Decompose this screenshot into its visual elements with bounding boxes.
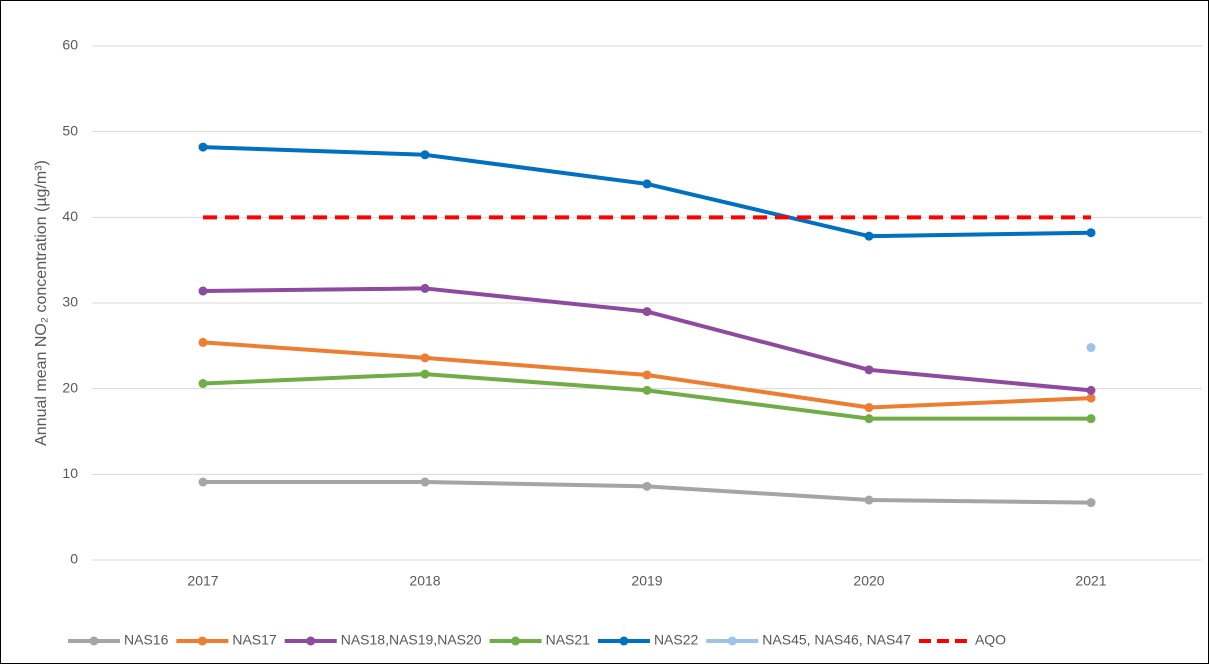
data-point <box>864 403 874 413</box>
data-point <box>198 379 208 389</box>
data-point <box>198 142 208 152</box>
y-tick-label: 20 <box>62 379 78 395</box>
y-tick-label: 60 <box>62 37 78 53</box>
x-tick-label: 2017 <box>187 573 218 589</box>
y-tick-label: 10 <box>62 465 78 481</box>
data-point <box>642 370 652 380</box>
legend-label: NAS21 <box>546 632 591 648</box>
data-point <box>198 337 208 347</box>
legend-label: NAS16 <box>124 632 169 648</box>
data-point <box>420 477 430 487</box>
legend-marker <box>727 636 737 646</box>
legend-marker <box>619 636 629 646</box>
y-tick-label: 0 <box>70 551 78 567</box>
data-point <box>420 150 430 160</box>
data-point <box>642 179 652 189</box>
data-point <box>1086 414 1096 424</box>
data-point <box>864 231 874 241</box>
data-point <box>642 307 652 317</box>
data-point <box>1086 498 1096 508</box>
y-tick-label: 40 <box>62 208 78 224</box>
data-point <box>642 481 652 491</box>
x-tick-label: 2018 <box>409 573 440 589</box>
data-point <box>420 353 430 363</box>
data-point <box>642 385 652 395</box>
data-point <box>1086 393 1096 403</box>
y-axis-label: Annual mean NO₂ concentration (µg/m³) <box>33 160 50 446</box>
legend-label: NAS22 <box>654 632 699 648</box>
data-point <box>1086 385 1096 395</box>
data-point <box>198 286 208 296</box>
data-point <box>420 369 430 379</box>
legend-marker <box>511 636 521 646</box>
legend-marker <box>306 636 316 646</box>
data-point <box>864 365 874 375</box>
legend-marker <box>89 636 99 646</box>
legend-label: AQO <box>975 632 1006 648</box>
data-point <box>864 495 874 505</box>
legend-marker <box>197 636 207 646</box>
x-tick-label: 2019 <box>631 573 662 589</box>
data-point <box>198 477 208 487</box>
y-tick-label: 30 <box>62 294 78 310</box>
legend-label: NAS17 <box>232 632 277 648</box>
y-tick-label: 50 <box>62 122 78 138</box>
data-point <box>1086 228 1096 238</box>
legend-label: NAS18,NAS19,NAS20 <box>341 632 482 648</box>
legend-label: NAS45, NAS46, NAS47 <box>762 632 911 648</box>
data-point <box>864 414 874 424</box>
x-tick-label: 2020 <box>853 573 884 589</box>
data-point <box>1086 343 1096 353</box>
x-tick-label: 2021 <box>1075 573 1106 589</box>
data-point <box>420 283 430 293</box>
